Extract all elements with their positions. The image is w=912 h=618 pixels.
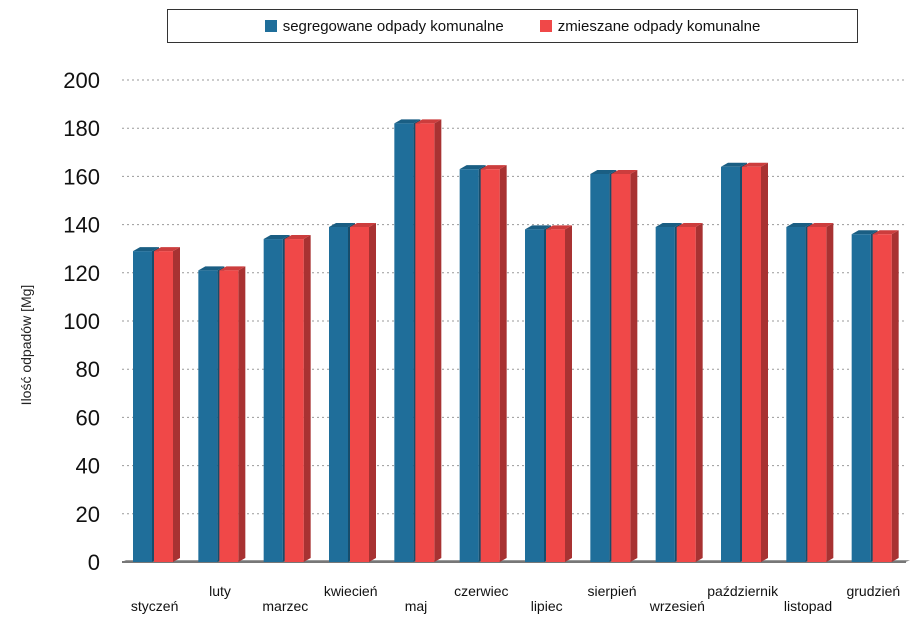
y-tick-label: 100 bbox=[63, 309, 100, 334]
bar-top-zmieszane bbox=[154, 247, 180, 252]
legend-swatch-zmieszane bbox=[539, 20, 552, 32]
legend-item-segregowane: segregowane odpady komunalne bbox=[264, 17, 504, 35]
bar-segregowane bbox=[263, 239, 283, 562]
x-tick-label: marzec bbox=[262, 598, 308, 614]
bar-side-zmieszane bbox=[499, 165, 507, 563]
legend-label-zmieszane: zmieszane odpady komunalne bbox=[557, 17, 761, 35]
bar-zmieszane bbox=[546, 229, 565, 563]
bar-top-zmieszane bbox=[350, 223, 376, 228]
bar-segregowane bbox=[655, 227, 675, 562]
bar-top-segregowane bbox=[721, 162, 747, 167]
bar-top-zmieszane bbox=[742, 162, 768, 167]
y-tick-label: 200 bbox=[63, 68, 100, 93]
bar-side-zmieszane bbox=[826, 223, 834, 562]
bar-top-segregowane bbox=[786, 223, 813, 228]
x-tick-label: czerwiec bbox=[454, 583, 508, 599]
x-tick-label: luty bbox=[209, 583, 231, 599]
bar-segregowane bbox=[459, 169, 479, 563]
bar-top-zmieszane bbox=[872, 230, 899, 235]
bar-segregowane bbox=[590, 173, 610, 563]
bar-top-segregowane bbox=[394, 119, 421, 124]
bar-side-zmieszane bbox=[565, 225, 572, 563]
x-tick-label: wrzesień bbox=[649, 598, 705, 614]
x-tick-label: październik bbox=[707, 583, 779, 599]
bar-top-segregowane bbox=[263, 235, 290, 240]
bar-top-segregowane bbox=[459, 165, 486, 170]
bar-top-zmieszane bbox=[480, 165, 507, 170]
bar-segregowane bbox=[786, 227, 806, 562]
x-tick-label: kwiecień bbox=[324, 583, 378, 599]
bar-top-zmieszane bbox=[284, 235, 311, 240]
x-tick-label: lipiec bbox=[531, 598, 563, 614]
bar-top-segregowane bbox=[655, 223, 682, 228]
bar-side-zmieszane bbox=[891, 230, 899, 563]
bar-zmieszane bbox=[480, 169, 500, 563]
bar-zmieszane bbox=[676, 227, 696, 562]
bar-side-zmieszane bbox=[238, 266, 246, 562]
bar-zmieszane bbox=[350, 227, 369, 562]
bar-top-zmieszane bbox=[219, 266, 246, 271]
bar-segregowane bbox=[525, 229, 544, 563]
bar-segregowane bbox=[851, 234, 871, 563]
bar-zmieszane bbox=[415, 123, 435, 562]
legend: segregowane odpady komunalne zmieszane o… bbox=[167, 9, 858, 43]
legend-swatch-segregowane bbox=[264, 20, 277, 32]
y-tick-label: 140 bbox=[63, 213, 100, 238]
bar-side-zmieszane bbox=[303, 235, 311, 562]
bar-side-zmieszane bbox=[695, 223, 703, 562]
legend-item-zmieszane: zmieszane odpady komunalne bbox=[539, 17, 761, 35]
x-tick-label: listopad bbox=[784, 598, 832, 614]
bar-side-zmieszane bbox=[173, 247, 180, 563]
y-tick-label: 0 bbox=[88, 550, 100, 575]
bar-segregowane bbox=[133, 251, 152, 563]
y-tick-label: 60 bbox=[76, 405, 100, 430]
bar-top-segregowane bbox=[198, 266, 225, 271]
bar-top-segregowane bbox=[329, 223, 355, 228]
bar-side-zmieszane bbox=[630, 169, 638, 563]
y-tick-label: 180 bbox=[63, 116, 100, 141]
bar-segregowane bbox=[394, 123, 414, 562]
bar-top-zmieszane bbox=[415, 119, 442, 124]
bar-zmieszane bbox=[872, 234, 892, 563]
bar-top-segregowane bbox=[590, 169, 617, 174]
y-axis-label: Ilość odpadów [Mg] bbox=[18, 284, 34, 406]
x-tick-label: sierpień bbox=[587, 583, 636, 599]
bar-segregowane bbox=[198, 270, 218, 562]
bar-top-zmieszane bbox=[676, 223, 703, 228]
bar-side-zmieszane bbox=[434, 119, 442, 562]
bar-segregowane bbox=[329, 227, 348, 562]
y-tick-label: 40 bbox=[76, 454, 100, 479]
x-tick-label: styczeń bbox=[131, 598, 178, 614]
y-tick-label: 80 bbox=[76, 357, 100, 382]
bar-zmieszane bbox=[742, 166, 761, 562]
bar-side-zmieszane bbox=[369, 223, 376, 562]
bar-zmieszane bbox=[611, 173, 631, 563]
bar-side-zmieszane bbox=[761, 162, 768, 562]
x-tick-label: grudzień bbox=[846, 583, 900, 599]
bar-top-segregowane bbox=[851, 230, 878, 235]
bar-zmieszane bbox=[807, 227, 827, 562]
legend-label-segregowane: segregowane odpady komunalne bbox=[282, 17, 504, 35]
bar-segregowane bbox=[721, 166, 740, 562]
y-tick-label: 160 bbox=[63, 164, 100, 189]
bar-top-zmieszane bbox=[546, 225, 572, 230]
x-tick-label: maj bbox=[405, 598, 428, 614]
bar-zmieszane bbox=[154, 251, 173, 563]
bar-zmieszane bbox=[284, 239, 304, 562]
bar-top-zmieszane bbox=[611, 169, 638, 174]
bar-top-segregowane bbox=[525, 225, 551, 230]
bar-zmieszane bbox=[219, 270, 239, 562]
bar-top-zmieszane bbox=[807, 223, 834, 228]
bar-top-segregowane bbox=[133, 247, 159, 252]
y-tick-label: 120 bbox=[63, 261, 100, 286]
y-tick-label: 20 bbox=[76, 502, 100, 527]
